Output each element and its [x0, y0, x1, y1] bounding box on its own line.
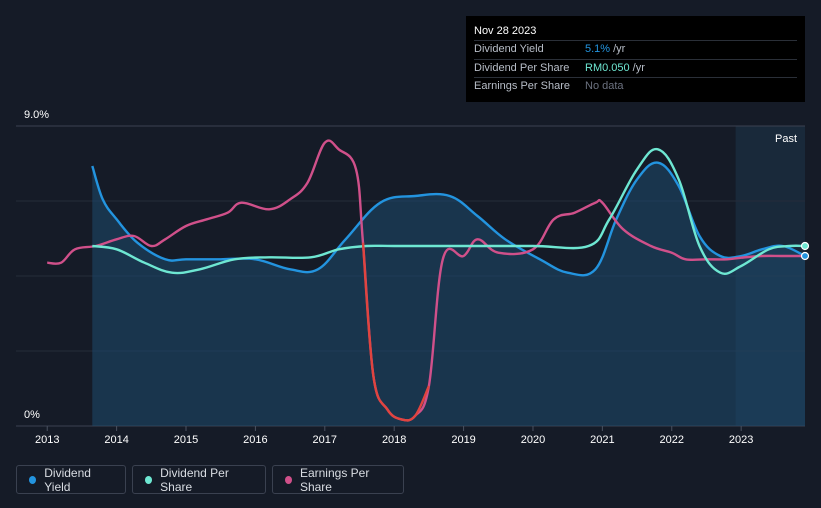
series-line-dividend-per-share [92, 147, 806, 275]
dividend-yield-area [92, 162, 806, 426]
x-tick-label: 2016 [243, 434, 267, 446]
x-tick-label: 2018 [382, 434, 406, 446]
tooltip-date: Nov 28 2023 [474, 25, 537, 37]
tooltip-label: Earnings Per Share [474, 80, 570, 92]
tooltip: Nov 28 2023 Dividend Yield 5.1% /yr Divi… [466, 16, 805, 102]
x-tick-label: 2017 [313, 434, 337, 446]
x-tick-label: 2015 [174, 434, 198, 446]
tooltip-unit: /yr [613, 43, 626, 55]
tooltip-value: 5.1% [585, 43, 611, 55]
tooltip-value: RM0.050 [585, 61, 630, 74]
x-tick-label: 2023 [729, 434, 753, 446]
legend-dot-icon [29, 475, 37, 484]
tooltip-label: Dividend Yield [474, 43, 544, 55]
legend-dividend-per-share[interactable]: Dividend Per Share [132, 465, 266, 494]
x-tick-label: 2021 [590, 434, 614, 446]
endpoint-marker-dividend-yield [800, 251, 810, 261]
x-axis-ticks: 2013 2014 2015 2016 2017 2018 2019 2020 2021 2022… [35, 426, 753, 446]
endpoint-marker-dividend-per-share [800, 241, 810, 251]
series-line-dividend-yield [91, 161, 806, 277]
x-tick-label: 2019 [451, 434, 475, 446]
tooltip-value: No data [585, 80, 624, 92]
y-tick-label-bottom: 0% [24, 409, 40, 421]
legend-dot-icon [145, 475, 153, 484]
y-tick-label-top: 9.0% [24, 109, 49, 121]
tooltip-row-earnings-per-share: Earnings Per Share No data [474, 77, 797, 96]
series-lines [47, 139, 806, 422]
legend-earnings-per-share[interactable]: Earnings Per Share [272, 465, 404, 494]
x-tick-label: 2020 [521, 434, 545, 446]
tooltip-label: Dividend Per Share [474, 61, 570, 74]
tooltip-row-dividend-yield: Dividend Yield 5.1% /yr [474, 40, 797, 59]
x-tick-label: 2022 [660, 434, 684, 446]
x-tick-label: 2014 [104, 434, 128, 446]
legend-dot-icon [285, 475, 292, 484]
legend-label: Dividend Yield [44, 465, 91, 494]
legend-label: Earnings Per Share [299, 465, 370, 494]
tooltip-row-dividend-per-share: Dividend Per Share RM0.050 /yr [474, 58, 797, 78]
legend-dividend-yield[interactable]: Dividend Yield [16, 465, 126, 494]
legend-label: Dividend Per Share [160, 465, 229, 494]
past-label: Past [775, 133, 797, 145]
series-line-earnings-negative-segment [361, 242, 430, 422]
tooltip-unit: /yr [632, 61, 645, 74]
x-tick-label: 2013 [35, 434, 59, 446]
series-endpoints [800, 241, 810, 261]
